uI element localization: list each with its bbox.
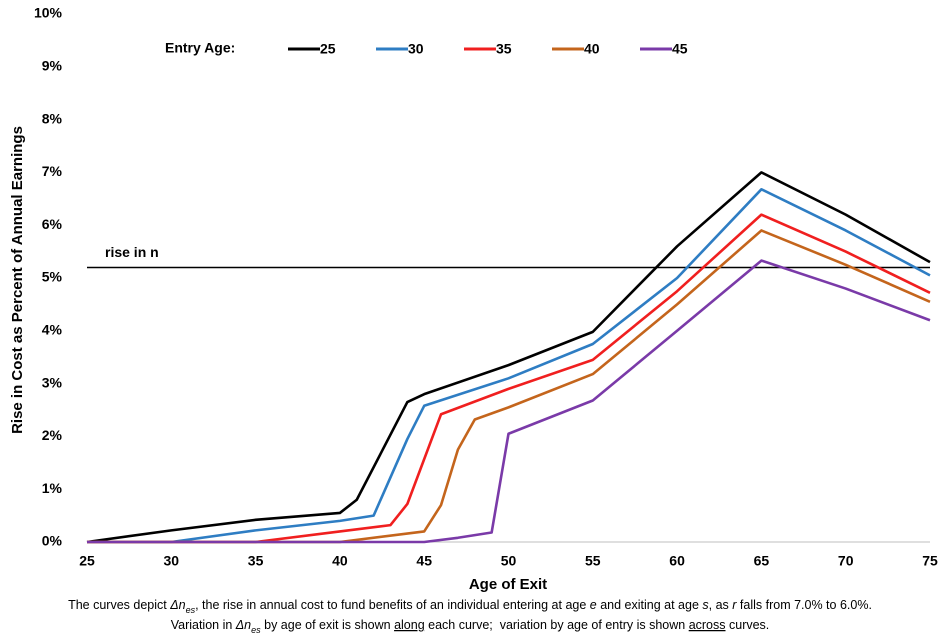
caption-text: each curve; variation by age of entry is… [425, 618, 689, 632]
caption-text: r [732, 598, 737, 612]
y-tick-label: 0% [42, 533, 63, 549]
legend-label: 30 [408, 41, 424, 57]
legend-label: 45 [672, 41, 688, 57]
x-tick-label: 35 [248, 553, 264, 569]
y-tick-label: 10% [34, 5, 63, 21]
y-tick-label: 7% [42, 163, 63, 179]
y-tick-label: 8% [42, 110, 63, 126]
caption-text: es [251, 625, 261, 635]
x-tick-label: 25 [79, 553, 95, 569]
series-line [86, 171, 931, 544]
y-tick-label: 1% [42, 480, 63, 496]
x-tick-label: 45 [416, 553, 432, 569]
x-tick-label: 50 [501, 553, 517, 569]
x-axis-title: Age of Exit [469, 576, 547, 593]
legend-title: Entry Age: [165, 40, 235, 56]
reference-label: rise in n [105, 244, 159, 260]
caption-line: Variation in Δnes by age of exit is show… [171, 618, 770, 635]
caption-text: Δn [235, 618, 251, 632]
caption-text: and exiting at age [597, 598, 703, 612]
x-tick-label: 40 [332, 553, 348, 569]
y-tick-label: 4% [42, 322, 63, 338]
x-tick-label: 70 [838, 553, 854, 569]
series-line [87, 259, 931, 544]
series-line [87, 187, 931, 544]
caption-text: The curves depict [68, 598, 170, 612]
y-tick-label: 5% [42, 269, 63, 285]
x-tick-label: 55 [585, 553, 601, 569]
y-tick-label: 3% [42, 374, 63, 390]
y-axis-title: Rise in Cost as Percent of Annual Earnin… [9, 126, 26, 434]
caption-text: e [590, 598, 597, 612]
caption-text: curves. [726, 618, 770, 632]
y-tick-label: 9% [42, 58, 63, 74]
caption-text: , as [709, 598, 733, 612]
y-tick-label: 2% [42, 427, 63, 443]
legend-label: 25 [320, 41, 336, 57]
caption-text: along [394, 618, 425, 632]
series-line [87, 229, 931, 544]
caption-text: Variation in [171, 618, 236, 632]
caption-line: The curves depict Δnes, the rise in annu… [68, 598, 872, 615]
x-tick-label: 30 [164, 553, 180, 569]
series-line [87, 213, 931, 544]
caption-text: by age of exit is shown [261, 618, 394, 632]
x-tick-label: 65 [754, 553, 770, 569]
caption-text: falls from 7.0% to 6.0%. [736, 598, 871, 612]
caption-text: across [689, 618, 726, 632]
caption-text: , the rise in annual cost to fund benefi… [195, 598, 590, 612]
x-tick-label: 60 [669, 553, 685, 569]
x-tick-label: 75 [922, 553, 938, 569]
legend-label: 35 [496, 41, 512, 57]
caption-text: Δn [169, 598, 185, 612]
y-tick-label: 6% [42, 216, 63, 232]
caption-text: s [702, 598, 708, 612]
legend-label: 40 [584, 41, 600, 57]
caption-text: es [186, 605, 196, 615]
